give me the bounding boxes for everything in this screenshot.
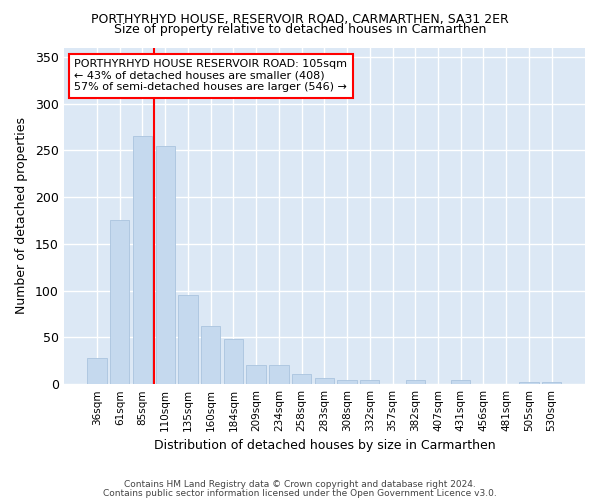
Text: Contains HM Land Registry data © Crown copyright and database right 2024.: Contains HM Land Registry data © Crown c… — [124, 480, 476, 489]
Bar — [224, 340, 243, 384]
Text: Size of property relative to detached houses in Carmarthen: Size of property relative to detached ho… — [114, 22, 486, 36]
Bar — [451, 380, 470, 384]
Text: PORTHYRHYD HOUSE RESERVOIR ROAD: 105sqm
← 43% of detached houses are smaller (40: PORTHYRHYD HOUSE RESERVOIR ROAD: 105sqm … — [74, 60, 347, 92]
Bar — [110, 220, 130, 384]
Bar — [337, 380, 357, 384]
Bar — [155, 146, 175, 384]
Bar — [201, 326, 220, 384]
Bar — [542, 382, 562, 384]
Bar — [314, 378, 334, 384]
Bar — [269, 366, 289, 384]
Bar — [292, 374, 311, 384]
Bar — [406, 380, 425, 384]
Bar — [178, 296, 197, 384]
Bar — [519, 382, 539, 384]
X-axis label: Distribution of detached houses by size in Carmarthen: Distribution of detached houses by size … — [154, 440, 495, 452]
Text: PORTHYRHYD HOUSE, RESERVOIR ROAD, CARMARTHEN, SA31 2ER: PORTHYRHYD HOUSE, RESERVOIR ROAD, CARMAR… — [91, 12, 509, 26]
Y-axis label: Number of detached properties: Number of detached properties — [15, 118, 28, 314]
Bar — [133, 136, 152, 384]
Bar — [360, 380, 379, 384]
Bar — [88, 358, 107, 384]
Text: Contains public sector information licensed under the Open Government Licence v3: Contains public sector information licen… — [103, 489, 497, 498]
Bar — [247, 366, 266, 384]
